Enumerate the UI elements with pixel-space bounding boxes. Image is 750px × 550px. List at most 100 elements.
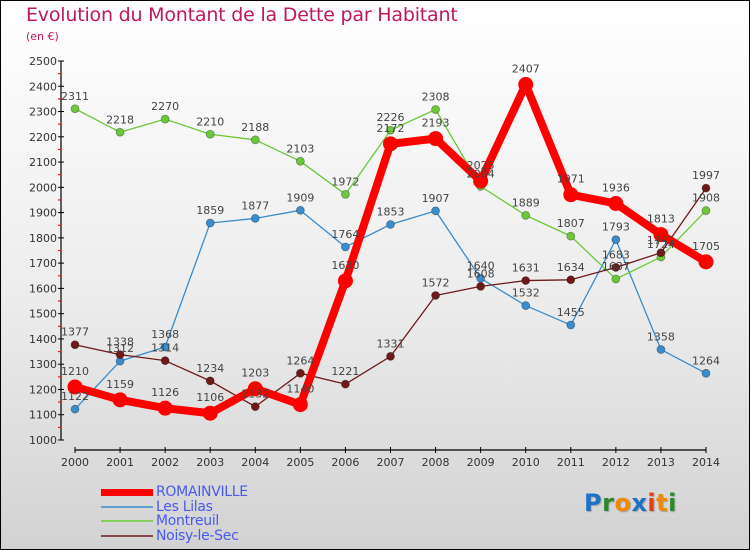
y-axis: 1000 1100 1200 1300 1400 1500 1600 1700 1800 1900… (29, 55, 64, 447)
data-point-romainville (473, 173, 489, 189)
data-label-les-lilas: 1877 (241, 199, 269, 212)
data-point-les-lilas (701, 368, 711, 378)
data-point-noisy-le-sec (115, 350, 125, 359)
y-tick-label: 1100 (29, 409, 57, 422)
data-point-romainville (337, 273, 353, 289)
legend-label-les-lilas: Les Lilas (156, 498, 213, 515)
data-label-romainville: 1813 (647, 213, 675, 226)
y-tick-label: 2400 (29, 80, 57, 93)
x-tick-label: 2007 (377, 456, 405, 469)
chart-subtitle: (en €) (26, 30, 59, 43)
x-tick-label: 2005 (286, 456, 314, 469)
x-tick-label: 2011 (557, 456, 585, 469)
legend-swatch-romainville (101, 488, 153, 496)
data-label-noisy-le-sec: 1132 (241, 388, 269, 401)
data-label-romainville: 1210 (61, 365, 89, 378)
data-point-romainville (292, 397, 308, 413)
y-tick-label: 1700 (29, 257, 57, 270)
x-tick-label: 2014 (692, 456, 720, 469)
legend-label-noisy-le-sec: Noisy-le-Sec (156, 527, 239, 544)
legend-swatch-noisy-le-sec (101, 534, 153, 537)
series-les-lilas (70, 205, 711, 414)
data-label-les-lilas: 1358 (647, 331, 675, 344)
data-label-romainville: 2172 (377, 122, 405, 135)
data-point-noisy-le-sec (160, 356, 170, 366)
data-point-les-lilas (521, 301, 531, 310)
data-label-noisy-le-sec: 1377 (61, 326, 89, 339)
data-label-romainville: 1126 (151, 386, 179, 399)
data-point-romainville (428, 131, 444, 147)
data-label-les-lilas: 1368 (151, 328, 179, 341)
data-label-montreuil: 1724 (647, 238, 675, 251)
data-label-romainville: 1936 (602, 182, 630, 195)
x-tick-label: 2009 (467, 456, 495, 469)
data-label-noisy-le-sec: 1314 (151, 342, 179, 355)
series-line-les-lilas (74, 209, 707, 410)
data-label-montreuil: 1889 (512, 196, 540, 209)
x-tick-label: 2010 (512, 456, 540, 469)
data-label-les-lilas: 1859 (196, 204, 224, 217)
legend-item-romainville: ROMAINVILLE (101, 485, 248, 500)
data-point-romainville (202, 405, 218, 421)
data-point-noisy-le-sec (341, 379, 350, 389)
data-label-montreuil: 2188 (241, 121, 269, 134)
data-label-montreuil: 2210 (196, 115, 224, 128)
data-point-montreuil (386, 125, 395, 135)
data-point-noisy-le-sec (656, 248, 666, 258)
data-point-les-lilas (476, 273, 486, 283)
data-point-noisy-le-sec (476, 281, 486, 291)
legend-swatch-les-lilas (101, 505, 153, 508)
data-point-noisy-le-sec (205, 376, 215, 386)
data-point-romainville (518, 76, 534, 92)
data-point-les-lilas (431, 206, 440, 216)
data-label-noisy-le-sec: 1331 (377, 337, 405, 350)
data-label-romainville: 1203 (241, 367, 269, 380)
data-label-les-lilas: 1532 (512, 287, 540, 300)
data-label-les-lilas: 1764 (331, 228, 359, 241)
data-point-les-lilas (341, 242, 350, 252)
data-label-montreuil: 1637 (602, 260, 630, 273)
data-point-montreuil (205, 129, 215, 139)
data-label-montreuil: 1807 (557, 217, 585, 230)
data-point-noisy-le-sec (70, 340, 80, 350)
data-label-romainville: 2193 (422, 117, 450, 130)
x-tick-label: 2001 (106, 456, 134, 469)
data-label-montreuil: 2311 (61, 90, 89, 103)
x-tick-label: 2004 (241, 456, 269, 469)
data-label-les-lilas: 1640 (467, 259, 495, 272)
chart-title: Evolution du Montant de la Dette par Hab… (26, 4, 458, 26)
data-label-les-lilas: 1122 (61, 390, 89, 403)
series-noisy-le-sec (70, 183, 711, 412)
x-tick-label: 2002 (151, 456, 179, 469)
data-label-les-lilas: 1455 (557, 306, 585, 319)
y-tick-label: 1600 (29, 282, 57, 295)
data-point-romainville (247, 381, 263, 397)
data-label-noisy-le-sec: 1608 (467, 267, 495, 280)
data-point-noisy-le-sec (701, 183, 711, 193)
data-label-noisy-le-sec: 1234 (196, 362, 224, 375)
data-point-romainville (157, 400, 173, 416)
data-point-montreuil (431, 105, 440, 114)
data-label-romainville: 1159 (106, 378, 134, 391)
x-axis: 2000 2001 2002 2003 2004 2005 2006 2007 2008 2009… (61, 447, 720, 469)
y-tick-label: 2200 (29, 131, 57, 144)
logo-letter: o (614, 489, 632, 517)
data-point-noisy-le-sec (295, 368, 305, 378)
legend-label-montreuil: Montreuil (156, 513, 220, 530)
legend-item-montreuil: Montreuil (101, 514, 248, 529)
proxiti-logo: Proxiti (584, 489, 677, 517)
data-label-noisy-le-sec: 1264 (286, 354, 314, 367)
data-label-montreuil: 1972 (331, 175, 359, 188)
data-point-noisy-le-sec (611, 263, 621, 272)
data-label-montreuil: 2218 (106, 113, 134, 126)
y-tick-label: 1800 (29, 232, 57, 245)
data-point-montreuil (341, 190, 350, 199)
y-tick-label: 2000 (29, 181, 57, 194)
data-label-romainville: 2025 (467, 159, 495, 172)
data-point-montreuil (70, 104, 80, 114)
data-label-montreuil: 2270 (151, 100, 179, 113)
data-point-les-lilas (611, 235, 621, 245)
data-point-montreuil (611, 274, 621, 284)
data-label-montreuil: 1908 (692, 192, 720, 205)
